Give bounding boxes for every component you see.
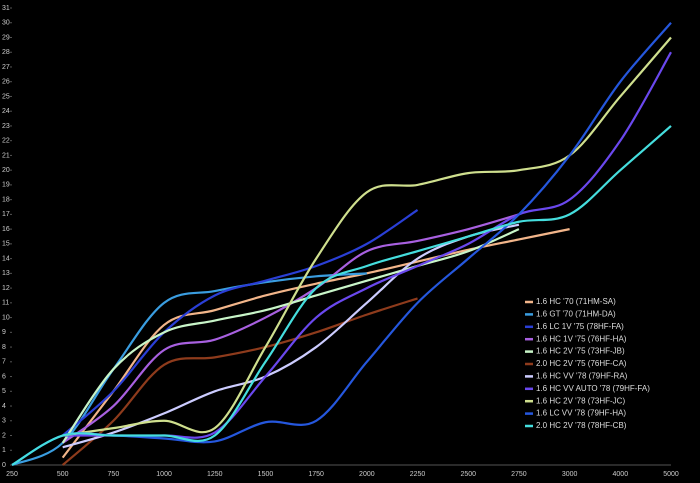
y-tick-label: 12	[2, 285, 10, 292]
y-tick-label: 9	[2, 329, 6, 336]
x-tick-label: 3000	[562, 471, 578, 478]
legend-label: 1.6 LC 1V '75 (78HF-FA)	[536, 322, 624, 331]
series-line	[62, 213, 520, 444]
x-tick-label: 2750	[511, 471, 527, 478]
legend-label: 1.6 HC 2V '78 (73HF-JC)	[536, 396, 625, 405]
series-line	[61, 209, 419, 437]
y-tick-label: 13	[2, 270, 10, 277]
y-tick-label: 8	[2, 344, 6, 351]
x-tick-label: 1250	[207, 471, 223, 478]
y-tick-label: 11	[2, 300, 9, 307]
y-tick-label: 4	[2, 403, 6, 410]
x-tick-label: 2500	[460, 471, 476, 478]
legend-label: 1.6 HC VV AUTO '78 (79HF-FA)	[536, 384, 650, 393]
y-tick-label: 24	[2, 108, 10, 115]
legend-label: 1.6 LC VV '78 (79HF-HA)	[536, 409, 626, 418]
legend-label: 1.6 HC VV '78 (79HF-RA)	[536, 372, 628, 381]
y-tick-label: 27	[2, 64, 10, 71]
series-line	[61, 228, 520, 444]
y-tick-label: 28	[2, 49, 10, 56]
y-tick-label: 3	[2, 418, 6, 425]
x-tick-label: 5000	[663, 471, 679, 478]
legend-label: 1.6 HC 2V '75 (73HF-JB)	[536, 347, 625, 356]
y-tick-label: 2	[2, 432, 6, 439]
y-tick-label: 19	[2, 182, 10, 189]
series-line	[61, 297, 418, 466]
x-tick-label: 2000	[359, 471, 375, 478]
legend-label: 1.6 HC 1V '75 (76HF-HA)	[536, 334, 627, 343]
y-tick-label: 22	[2, 138, 10, 145]
x-tick-label: 1000	[156, 471, 172, 478]
y-tick-label: 23	[2, 123, 10, 130]
y-tick-label: 26	[2, 79, 10, 86]
y-tick-label: 6	[2, 373, 6, 380]
legend-label: 2.0 HC 2V '78 (78HF-CB)	[536, 421, 627, 430]
x-tick-label: 1500	[258, 471, 274, 478]
y-tick-label: 7	[2, 359, 6, 366]
x-tick-label: 500	[57, 471, 69, 478]
legend-label: 2.0 HC 2V '75 (76HF-CA)	[536, 359, 627, 368]
x-tick-label: 2250	[410, 471, 426, 478]
y-tick-label: 1	[2, 447, 6, 454]
y-tick-label: 20	[2, 167, 10, 174]
x-tick-label: 4000	[613, 471, 629, 478]
series-line	[11, 125, 672, 466]
y-tick-label: 5	[2, 388, 6, 395]
y-tick-label: 31	[2, 5, 10, 12]
legend-label: 1.6 GT '70 (71HM-DA)	[536, 310, 616, 319]
y-tick-label: 25	[2, 93, 10, 100]
y-tick-label: 18	[2, 196, 10, 203]
series-line	[62, 223, 520, 449]
y-tick-label: 10	[2, 314, 10, 321]
y-tick-label: 16	[2, 226, 10, 233]
x-tick-label: 1750	[308, 471, 324, 478]
y-tick-label: 17	[2, 211, 10, 218]
y-tick-label: 0	[2, 462, 6, 469]
x-tick-label: 250	[6, 471, 18, 478]
y-tick-label: 21	[2, 152, 10, 159]
y-tick-label: 30	[2, 20, 10, 27]
x-tick-label: 750	[108, 471, 120, 478]
y-tick-label: 29	[2, 34, 10, 41]
legend-label: 1.6 HC '70 (71HM-SA)	[536, 297, 616, 306]
y-tick-label: 15	[2, 241, 10, 248]
y-tick-label: 14	[2, 255, 10, 262]
